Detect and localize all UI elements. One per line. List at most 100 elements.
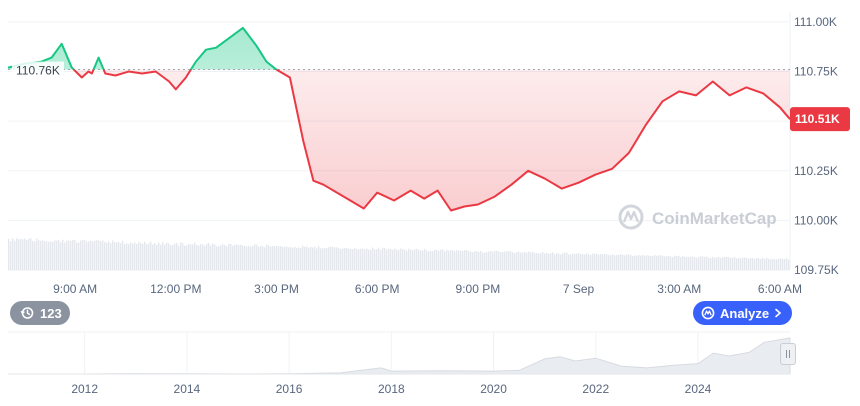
volume-bar bbox=[314, 246, 316, 270]
volume-bar bbox=[556, 253, 558, 270]
volume-bar bbox=[656, 255, 658, 270]
volume-bar bbox=[702, 256, 704, 270]
volume-bar bbox=[76, 242, 78, 270]
volume-bar bbox=[584, 254, 586, 270]
volume-bar bbox=[284, 246, 286, 270]
volume-bar bbox=[140, 243, 142, 270]
volume-bar bbox=[736, 258, 738, 270]
watermark-text: CoinMarketCap bbox=[652, 209, 777, 228]
price-series-line bbox=[7, 26, 790, 212]
volume-bar bbox=[470, 251, 472, 270]
volume-bar bbox=[502, 251, 504, 270]
volume-bar bbox=[376, 249, 378, 270]
volume-bar bbox=[530, 252, 532, 270]
volume-bar bbox=[392, 249, 394, 270]
volume-bar bbox=[304, 246, 306, 270]
volume-bar bbox=[560, 254, 562, 270]
volume-bar bbox=[120, 243, 122, 270]
volume-bar bbox=[614, 255, 616, 270]
volume-bar bbox=[642, 254, 644, 270]
volume-bar bbox=[102, 240, 104, 270]
volume-bar bbox=[374, 249, 376, 270]
volume-bar bbox=[160, 244, 162, 270]
volume-bar bbox=[512, 252, 514, 270]
volume-bar bbox=[86, 241, 88, 270]
volume-bar bbox=[54, 240, 56, 270]
volume-bar bbox=[210, 245, 212, 270]
navigator-year-label: 2020 bbox=[480, 382, 507, 396]
volume-bar bbox=[80, 240, 82, 270]
volume-bar bbox=[496, 250, 498, 270]
volume-bar bbox=[404, 249, 406, 270]
time-range-navigator[interactable]: 2012 2014 2016 2018 2020 2022 2024 bbox=[8, 331, 791, 396]
volume-bar bbox=[312, 247, 314, 270]
volume-bar bbox=[788, 259, 790, 270]
volume-bar bbox=[360, 248, 362, 270]
volume-bar bbox=[744, 257, 746, 270]
volume-bar bbox=[626, 254, 628, 270]
volume-bar bbox=[248, 245, 250, 270]
volume-bar bbox=[108, 241, 110, 270]
volume-bar bbox=[498, 251, 500, 270]
area-below-baseline bbox=[8, 69, 790, 211]
volume-bar bbox=[240, 244, 242, 270]
volume-bar bbox=[42, 240, 44, 270]
x-tick-label: 3:00 AM bbox=[657, 282, 701, 296]
volume-bar bbox=[722, 257, 724, 270]
volume-bar bbox=[106, 242, 108, 270]
volume-bar bbox=[516, 252, 518, 270]
volume-bar bbox=[344, 248, 346, 270]
volume-bar bbox=[738, 258, 740, 270]
area-above-baseline bbox=[8, 27, 277, 70]
volume-bar bbox=[520, 252, 522, 270]
volume-bar bbox=[90, 240, 92, 270]
volume-bar bbox=[468, 250, 470, 270]
volume-bar bbox=[206, 243, 208, 270]
analyze-label: Analyze bbox=[720, 305, 770, 321]
volume-bar bbox=[536, 253, 538, 270]
volume-bar bbox=[666, 256, 668, 270]
volume-bar bbox=[98, 240, 100, 270]
volume-bar bbox=[142, 243, 144, 270]
analyze-button[interactable]: Analyze bbox=[693, 301, 793, 325]
volume-bar bbox=[82, 239, 84, 270]
volume-bar bbox=[402, 249, 404, 270]
navigator-range-handle[interactable] bbox=[780, 343, 796, 365]
volume-bar bbox=[588, 254, 590, 270]
volume-bar bbox=[612, 254, 614, 270]
volume-bar bbox=[84, 239, 86, 270]
volume-bar bbox=[418, 249, 420, 270]
volume-bar bbox=[182, 243, 184, 270]
volume-bar bbox=[122, 240, 124, 270]
volume-bar bbox=[366, 248, 368, 270]
volume-bar bbox=[222, 244, 224, 270]
volume-bar bbox=[354, 247, 356, 270]
volume-bar bbox=[306, 246, 308, 270]
volume-bar bbox=[288, 247, 290, 270]
volume-bar bbox=[558, 253, 560, 270]
volume-bar bbox=[740, 258, 742, 270]
volume-bar bbox=[684, 257, 686, 270]
volume-bar bbox=[714, 257, 716, 270]
volume-bar bbox=[682, 255, 684, 270]
volume-bar bbox=[488, 251, 490, 270]
volume-bar bbox=[728, 257, 730, 270]
volume-bar bbox=[580, 254, 582, 270]
volume-bar bbox=[414, 249, 416, 270]
volume-bar bbox=[64, 242, 66, 270]
volume-bar bbox=[624, 255, 626, 270]
y-axis: 111.00K110.75K110.50K110.25K110.00K109.7… bbox=[794, 15, 839, 277]
volume-bar bbox=[640, 255, 642, 270]
volume-bar bbox=[776, 259, 778, 270]
volume-bar bbox=[44, 241, 46, 270]
volume-bar bbox=[28, 238, 30, 270]
volume-bar bbox=[40, 240, 42, 270]
volume-bar bbox=[770, 259, 772, 270]
volume-bar bbox=[58, 240, 60, 270]
volume-bar bbox=[732, 257, 734, 270]
volume-bar bbox=[596, 253, 598, 270]
history-badge[interactable]: 123 bbox=[10, 301, 70, 325]
volume-bar bbox=[74, 240, 76, 270]
volume-bar bbox=[230, 244, 232, 270]
